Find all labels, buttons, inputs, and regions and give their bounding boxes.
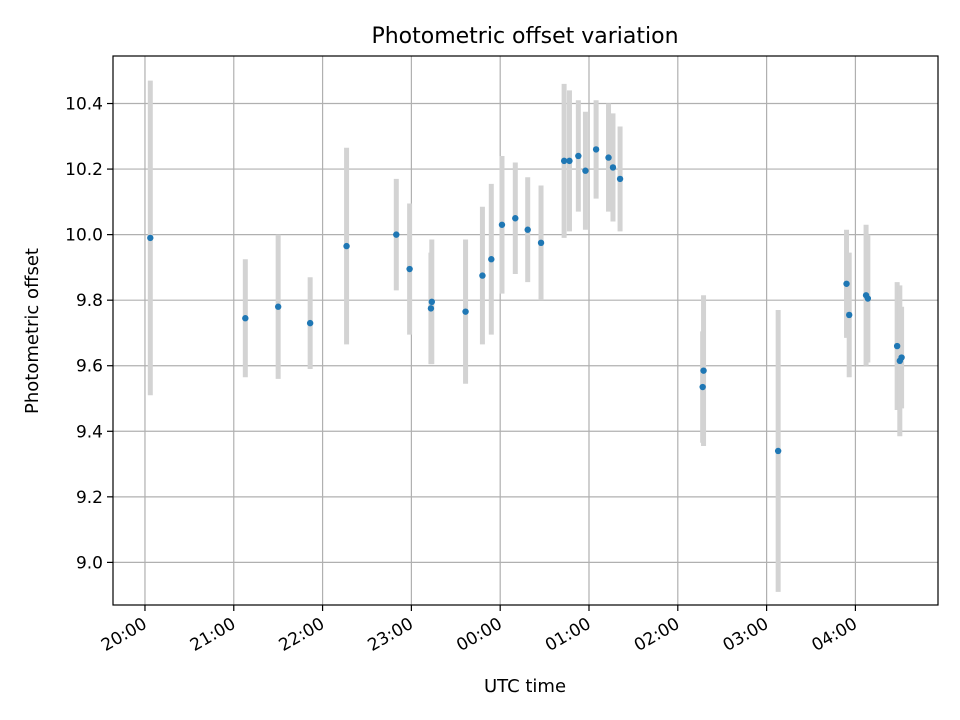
data-point xyxy=(537,239,545,247)
data-point xyxy=(864,295,872,302)
data-point xyxy=(428,298,436,306)
data-point xyxy=(274,303,282,310)
data-point xyxy=(592,146,600,153)
data-point xyxy=(406,265,413,273)
data-point xyxy=(893,342,901,350)
data-point xyxy=(700,367,707,374)
plot-frame xyxy=(112,55,939,606)
y-tick-label: 9.8 xyxy=(76,291,103,311)
grid-lines xyxy=(113,56,938,605)
y-tick-label: 9.0 xyxy=(76,553,103,573)
data-point xyxy=(343,242,350,250)
data-point xyxy=(147,234,154,242)
data-point xyxy=(575,152,582,160)
data-point xyxy=(582,167,589,174)
data-point xyxy=(512,215,519,222)
y-tick-label: 10.0 xyxy=(65,226,103,246)
x-axis-label: UTC time xyxy=(484,676,566,697)
y-tick-label: 9.4 xyxy=(76,422,103,442)
data-point xyxy=(524,226,531,233)
data-point xyxy=(488,256,495,263)
data-point xyxy=(843,280,850,287)
data-point xyxy=(609,164,617,171)
data-point xyxy=(479,272,486,279)
data-point xyxy=(605,154,612,161)
y-axis-ticks: 9.0 9.2 9.4 9.6 9.8 10.0 10.2 10.4 xyxy=(65,95,113,573)
y-tick-label: 10.2 xyxy=(65,160,103,180)
data-point xyxy=(898,354,905,361)
data-point xyxy=(462,308,469,315)
data-point xyxy=(393,231,400,238)
data-point xyxy=(498,221,506,228)
data-point xyxy=(774,447,782,455)
data-point xyxy=(242,315,249,322)
y-axis-label: Photometric offset xyxy=(22,248,43,414)
data-point xyxy=(845,311,853,319)
data-point xyxy=(699,383,706,391)
data-point xyxy=(306,319,314,327)
y-tick-label: 9.6 xyxy=(76,357,103,377)
data-point xyxy=(566,157,573,165)
data-point xyxy=(427,305,435,312)
data-point xyxy=(560,157,568,165)
chart-title: Photometric offset variation xyxy=(371,24,678,49)
y-tick-label: 10.4 xyxy=(65,95,103,115)
data-point xyxy=(616,175,624,183)
y-tick-label: 9.2 xyxy=(76,488,103,508)
data-points xyxy=(147,146,905,455)
